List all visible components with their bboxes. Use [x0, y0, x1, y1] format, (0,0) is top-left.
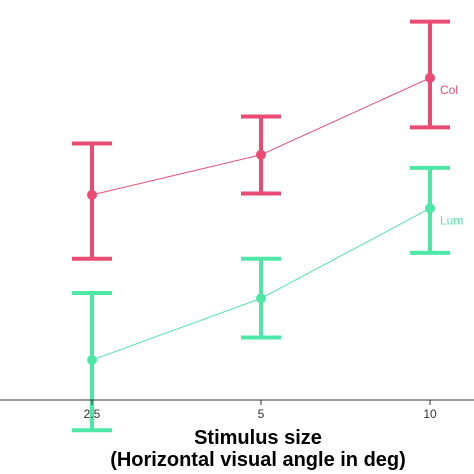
x-tick-label-2.5: 2.5	[84, 407, 101, 421]
series-label-lum: Lum	[440, 213, 463, 227]
error-bar-col-2.5	[72, 141, 112, 261]
x-tick-label-5: 5	[258, 407, 265, 421]
series-layer: Col Lum	[72, 19, 463, 433]
data-point-lum-2.5	[87, 355, 97, 365]
x-tick-label-10: 10	[423, 407, 437, 421]
data-point-col-2.5	[87, 189, 97, 200]
x-axis-ticks: 2.5 5 10	[84, 400, 437, 421]
data-point-col-5	[256, 149, 266, 160]
series-lum: Lum	[72, 165, 463, 433]
series-col: Col	[72, 19, 458, 261]
x-axis-title-line-2: (Horizontal visual angle in deg)	[110, 449, 406, 471]
series-label-col: Col	[440, 83, 458, 97]
x-axis-title-line-1: Stimulus size	[194, 427, 322, 449]
data-point-lum-5	[256, 293, 266, 304]
data-point-lum-10	[425, 203, 435, 214]
data-point-col-10	[425, 72, 435, 83]
